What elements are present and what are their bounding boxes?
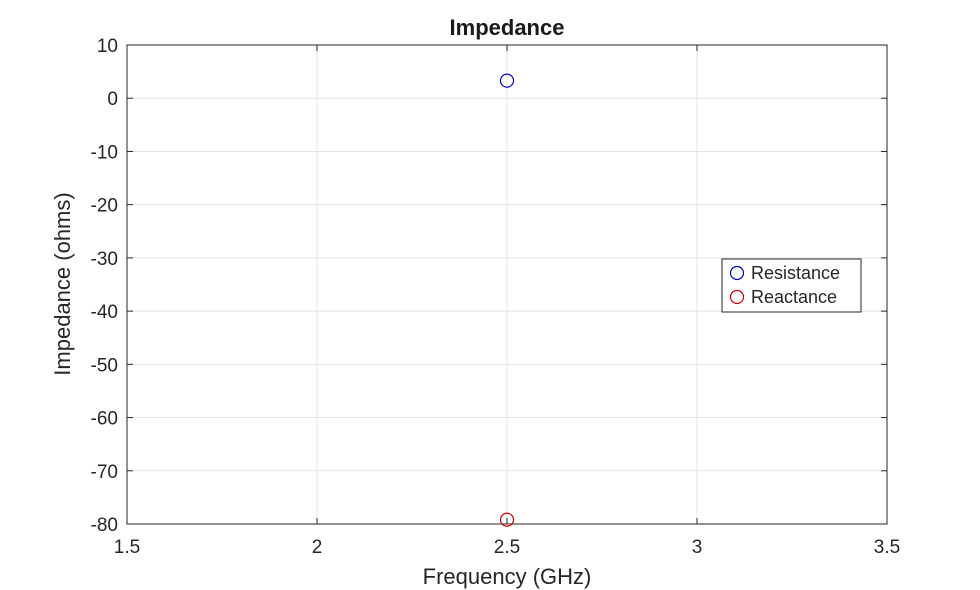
data-point-resistance bbox=[499, 73, 515, 88]
y-tick-labels: 10 0 -10 -20 -30 -40 -50 -60 -70 -80 bbox=[91, 36, 118, 536]
chart-title: Impedance bbox=[450, 15, 565, 40]
x-tick-label: 2.5 bbox=[494, 537, 520, 558]
y-tick-label: 10 bbox=[97, 36, 118, 57]
y-tick-label: -70 bbox=[91, 462, 118, 483]
legend-marker-resistance bbox=[729, 265, 745, 281]
x-axis-label: Frequency (GHz) bbox=[423, 564, 592, 589]
data-markers bbox=[499, 73, 515, 527]
y-tick-label: -40 bbox=[91, 302, 118, 323]
y-tick-label: -20 bbox=[91, 196, 118, 217]
legend-marker-reactance bbox=[729, 289, 745, 305]
x-tick-label: 2 bbox=[312, 537, 323, 558]
legend-box bbox=[721, 258, 862, 313]
y-tick-label: -30 bbox=[91, 249, 118, 270]
y-tick-label: -80 bbox=[91, 515, 118, 536]
y-tick-label: -50 bbox=[91, 355, 118, 376]
x-tick-labels: 1.5 2 2.5 3 3.5 bbox=[114, 537, 900, 558]
legend-label-reactance: Reactance bbox=[751, 287, 837, 307]
y-axis-label: Impedance (ohms) bbox=[50, 192, 75, 375]
y-tick-label: -10 bbox=[91, 142, 118, 163]
data-point-reactance bbox=[499, 512, 515, 527]
legend: Resistance Reactance bbox=[721, 258, 862, 313]
axis-ticks bbox=[126, 44, 888, 525]
x-tick-label: 3 bbox=[692, 537, 703, 558]
x-tick-label: 1.5 bbox=[114, 537, 140, 558]
y-tick-label: -60 bbox=[91, 409, 118, 430]
legend-label-resistance: Resistance bbox=[751, 263, 840, 283]
x-tick-label: 3.5 bbox=[874, 537, 900, 558]
y-tick-label: 0 bbox=[107, 89, 118, 110]
